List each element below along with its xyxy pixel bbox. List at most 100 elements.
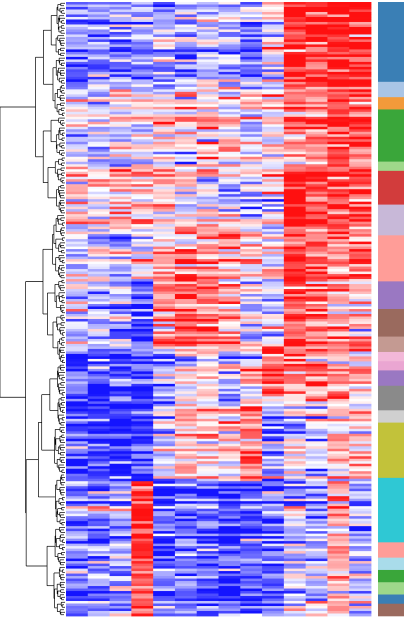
heatmap-cell: [153, 271, 176, 275]
heatmap-cell: [153, 491, 176, 495]
heatmap-cell: [305, 541, 328, 545]
heatmap-cell: [327, 159, 350, 163]
heatmap-cell: [349, 104, 372, 108]
heatmap-cell: [174, 483, 198, 487]
heatmap-cell: [327, 4, 350, 8]
heatmap-cell: [66, 9, 89, 13]
heatmap-cell: [218, 259, 241, 262]
heatmap-cell: [218, 309, 241, 312]
heatmap-cell: [240, 338, 263, 342]
heatmap-cell: [305, 214, 328, 218]
heatmap-cell: [153, 104, 176, 108]
heatmap-cell: [66, 246, 89, 250]
heatmap-cell: [283, 186, 307, 190]
heatmap-cell: [109, 199, 132, 203]
heatmap-cell: [66, 206, 89, 210]
heatmap-cell: [240, 96, 263, 100]
heatmap-cell: [174, 593, 198, 597]
heatmap-cell: [131, 543, 154, 547]
heatmap-cell: [305, 31, 328, 35]
heatmap-cell: [349, 586, 372, 589]
heatmap-cell: [327, 478, 350, 482]
heatmap-cell: [87, 403, 110, 407]
heatmap-cell: [196, 296, 219, 300]
heatmap-cell: [240, 206, 263, 210]
heatmap-cell: [131, 229, 154, 233]
heatmap-cell: [262, 74, 285, 78]
heatmap-cell: [240, 121, 263, 125]
heatmap-cell: [262, 251, 285, 255]
heatmap-cell: [240, 86, 263, 90]
heatmap-cell: [174, 6, 198, 10]
heatmap-cell: [283, 491, 307, 495]
heatmap-cell: [153, 366, 176, 370]
heatmap-cell: [66, 548, 89, 552]
heatmap-cell: [305, 156, 328, 160]
heatmap-cell: [262, 204, 285, 208]
heatmap-cell: [262, 333, 285, 337]
heatmap-cell: [131, 221, 154, 225]
heatmap-cell: [349, 74, 372, 78]
heatmap-cell: [66, 204, 89, 208]
heatmap-cell: [109, 556, 132, 559]
heatmap-cell: [349, 533, 372, 537]
heatmap-cell: [174, 563, 198, 567]
heatmap-cell: [87, 553, 110, 557]
heatmap-cell: [66, 216, 89, 220]
heatmap-cell: [349, 299, 372, 302]
heatmap-cell: [87, 533, 110, 537]
heatmap-cell: [262, 49, 285, 53]
heatmap-cell: [153, 606, 176, 609]
heatmap-cell: [305, 491, 328, 495]
heatmap-cell: [218, 304, 241, 307]
heatmap-cell: [218, 71, 241, 75]
heatmap-cell: [349, 49, 372, 53]
heatmap-cell: [240, 39, 263, 43]
heatmap-cell: [327, 84, 350, 88]
heatmap-cell: [196, 418, 219, 422]
heatmap-cell: [174, 433, 198, 437]
heatmap-cell: [196, 54, 219, 58]
heatmap-cell: [174, 531, 198, 535]
heatmap-cell: [66, 151, 89, 155]
heatmap-cell: [240, 493, 263, 497]
heatmap-cell: [153, 591, 176, 594]
heatmap-cell: [66, 226, 89, 230]
heatmap-cell: [196, 39, 219, 43]
heatmap-cell: [87, 568, 110, 572]
heatmap-cell: [87, 343, 110, 347]
heatmap-cell: [153, 311, 176, 315]
heatmap-cell: [218, 333, 241, 337]
heatmap-cell: [174, 104, 198, 108]
heatmap-cell: [131, 393, 154, 397]
heatmap-cell: [240, 131, 263, 135]
heatmap-cell: [262, 61, 285, 65]
heatmap-cell: [262, 201, 285, 205]
heatmap-cell: [240, 461, 263, 465]
heatmap-cell: [218, 371, 241, 375]
heatmap-cell: [218, 284, 241, 287]
heatmap-cell: [196, 523, 219, 527]
heatmap-cell: [327, 174, 350, 178]
heatmap-cell: [349, 226, 372, 230]
heatmap-cell: [174, 408, 198, 412]
heatmap-cell: [131, 578, 154, 582]
heatmap-cell: [153, 516, 176, 520]
heatmap-cell: [283, 221, 307, 225]
heatmap-cell: [131, 286, 154, 290]
heatmap-cell: [240, 586, 263, 589]
heatmap-cell: [196, 386, 219, 390]
heatmap-cell: [305, 16, 328, 20]
heatmap-cell: [87, 356, 110, 360]
heatmap-cell: [262, 501, 285, 505]
heatmap-cell: [327, 249, 350, 252]
heatmap-cell: [262, 496, 285, 500]
heatmap-cell: [153, 284, 176, 287]
heatmap-cell: [327, 266, 350, 270]
heatmap-cell: [66, 441, 89, 445]
heatmap-cell: [305, 586, 328, 589]
heatmap-cell: [240, 458, 263, 462]
heatmap-cell: [87, 229, 110, 233]
heatmap-cell: [109, 601, 132, 604]
heatmap-cell: [174, 581, 198, 584]
